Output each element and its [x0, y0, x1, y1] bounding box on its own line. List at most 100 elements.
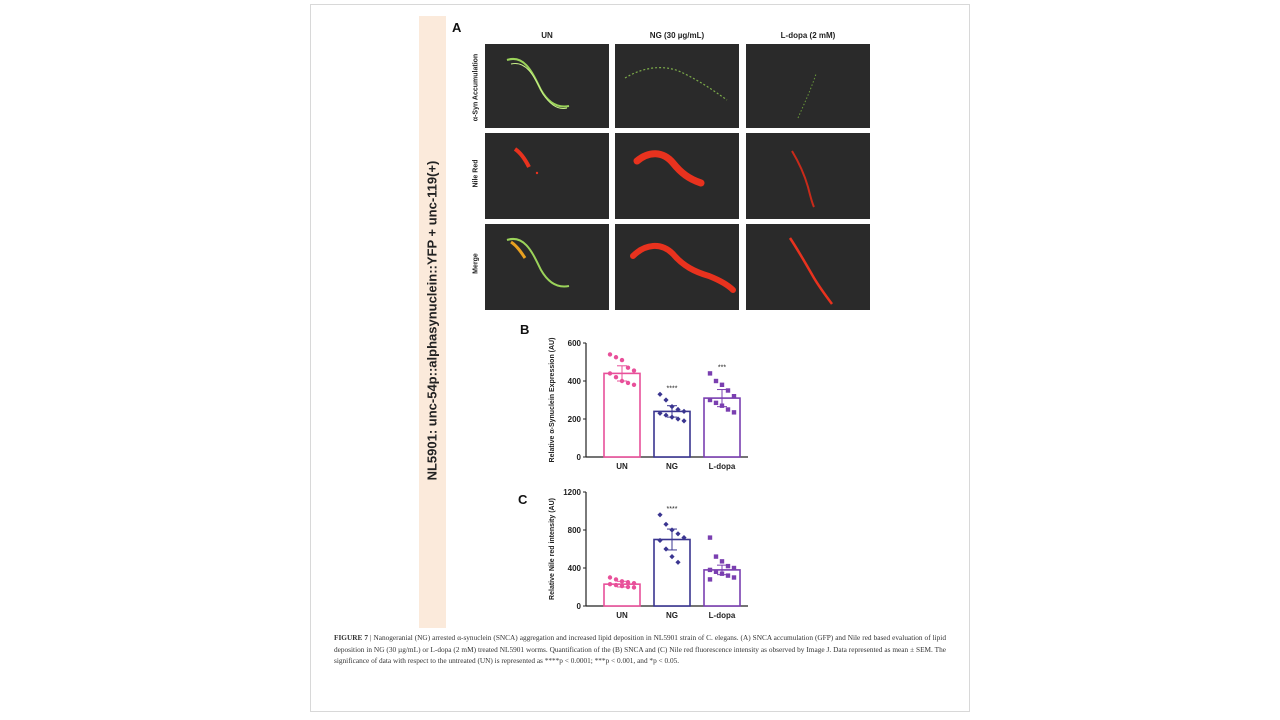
- micrograph-ldopa-nilered: [746, 133, 870, 219]
- data-point: [625, 365, 631, 370]
- data-point: [707, 397, 713, 403]
- bar: [653, 538, 691, 607]
- y-axis-label: Relative α-Synuclein Expression (AU): [549, 338, 556, 463]
- data-point: [631, 581, 637, 586]
- y-tick-label: 0: [577, 453, 582, 462]
- data-point: [707, 577, 713, 582]
- data-point: [631, 585, 637, 590]
- data-point: [663, 412, 669, 418]
- data-point: [625, 380, 631, 386]
- panel-c-letter: C: [518, 492, 528, 507]
- data-point: [613, 375, 619, 380]
- x-tick-label: NG: [666, 462, 678, 471]
- significance-label: ***: [718, 364, 726, 371]
- data-point: [657, 391, 663, 397]
- data-point: [725, 563, 731, 569]
- data-point: [719, 403, 725, 408]
- y-tick-label: 400: [568, 564, 582, 573]
- chart-b: 0 200 400 600 Relative α-Synuclein Expressio…: [530, 330, 800, 480]
- data-point: [725, 573, 731, 578]
- y-tick-label: 0: [577, 602, 582, 611]
- x-tick-label: NG: [666, 611, 678, 620]
- x-tick-label: L-dopa: [709, 611, 736, 620]
- x-tick-label: UN: [616, 611, 628, 620]
- row-header-nile-red: Nile Red: [472, 159, 480, 188]
- column-header-un: UN: [541, 31, 553, 40]
- data-point: [613, 582, 619, 588]
- chart-c: 0 400 800 1200 Relative Nile red intensity (…: [530, 484, 800, 629]
- figure-caption: FIGURE 7 | Nanogeranial (NG) arrested α-…: [334, 632, 946, 667]
- strain-label: NL5901: unc-54p::alphasynuclein::YFP + u…: [424, 160, 440, 481]
- data-point: [619, 583, 625, 589]
- data-point: [707, 567, 713, 573]
- data-point: [731, 410, 737, 415]
- data-point: [731, 565, 737, 571]
- data-point: [669, 527, 675, 533]
- data-point: [675, 406, 681, 413]
- data-point: [607, 575, 613, 580]
- micrograph-ldopa-syn: [746, 44, 870, 128]
- data-point: [719, 571, 725, 576]
- micrograph-un-merge: [485, 224, 609, 310]
- data-point: [725, 407, 731, 412]
- data-point: [669, 404, 675, 410]
- micrograph-un-syn: [485, 44, 609, 128]
- y-tick-label: 800: [568, 526, 582, 535]
- data-point: [663, 546, 669, 552]
- data-point: [631, 382, 637, 387]
- data-point: [619, 378, 625, 384]
- data-point: [613, 355, 619, 360]
- data-point: [619, 357, 625, 363]
- y-tick-label: 1200: [563, 488, 581, 497]
- data-point: [663, 397, 669, 403]
- data-point: [675, 531, 681, 537]
- data-point: [713, 569, 719, 574]
- x-tick-label: L-dopa: [709, 462, 736, 471]
- data-point: [731, 394, 737, 399]
- micrograph-ldopa-merge: [746, 224, 870, 310]
- y-tick-label: 400: [568, 377, 582, 386]
- y-tick-label: 200: [568, 415, 582, 424]
- data-point: [675, 559, 681, 565]
- y-tick-label: 600: [568, 339, 582, 348]
- data-point: [713, 554, 719, 559]
- data-point: [707, 535, 713, 540]
- panel-b-letter: B: [520, 322, 530, 337]
- data-point: [625, 580, 631, 585]
- caption-label: FIGURE 7: [334, 633, 369, 642]
- data-point: [619, 579, 625, 584]
- side-label-band: [419, 16, 446, 628]
- data-point: [713, 378, 719, 384]
- data-point: [607, 581, 613, 587]
- data-point: [631, 368, 637, 373]
- data-point: [707, 371, 713, 376]
- data-point: [713, 400, 719, 406]
- data-point: [663, 521, 669, 527]
- data-point: [657, 537, 663, 544]
- data-point: [625, 584, 631, 590]
- data-point: [675, 416, 681, 422]
- column-header-ng: NG (30 µg/mL): [649, 31, 705, 40]
- micrograph-ng-syn: [615, 44, 739, 128]
- bar: [603, 372, 641, 458]
- data-point: [607, 352, 613, 357]
- y-axis-label: Relative Nile red intensity (AU): [549, 498, 556, 600]
- caption-text: | Nanogeranial (NG) arrested α-synuclein…: [334, 633, 946, 665]
- panel-a-letter: A: [452, 20, 462, 35]
- data-point: [613, 577, 619, 582]
- micrograph-ng-merge: [615, 224, 739, 310]
- data-point: [657, 512, 663, 518]
- row-header-merge: Merge: [472, 253, 480, 274]
- data-point: [731, 575, 737, 580]
- micrograph-un-nilered: [485, 133, 609, 219]
- x-tick-label: UN: [616, 462, 628, 471]
- data-point: [607, 371, 613, 376]
- data-point: [719, 559, 725, 564]
- data-point: [725, 388, 731, 393]
- row-header-syn: α-Syn Accumulation: [472, 53, 480, 122]
- column-header-ldopa: L-dopa (2 mM): [780, 31, 836, 40]
- data-point: [657, 410, 663, 416]
- micrograph-ng-nilered: [615, 133, 739, 219]
- significance-label: ****: [667, 385, 678, 392]
- bar: [703, 397, 741, 458]
